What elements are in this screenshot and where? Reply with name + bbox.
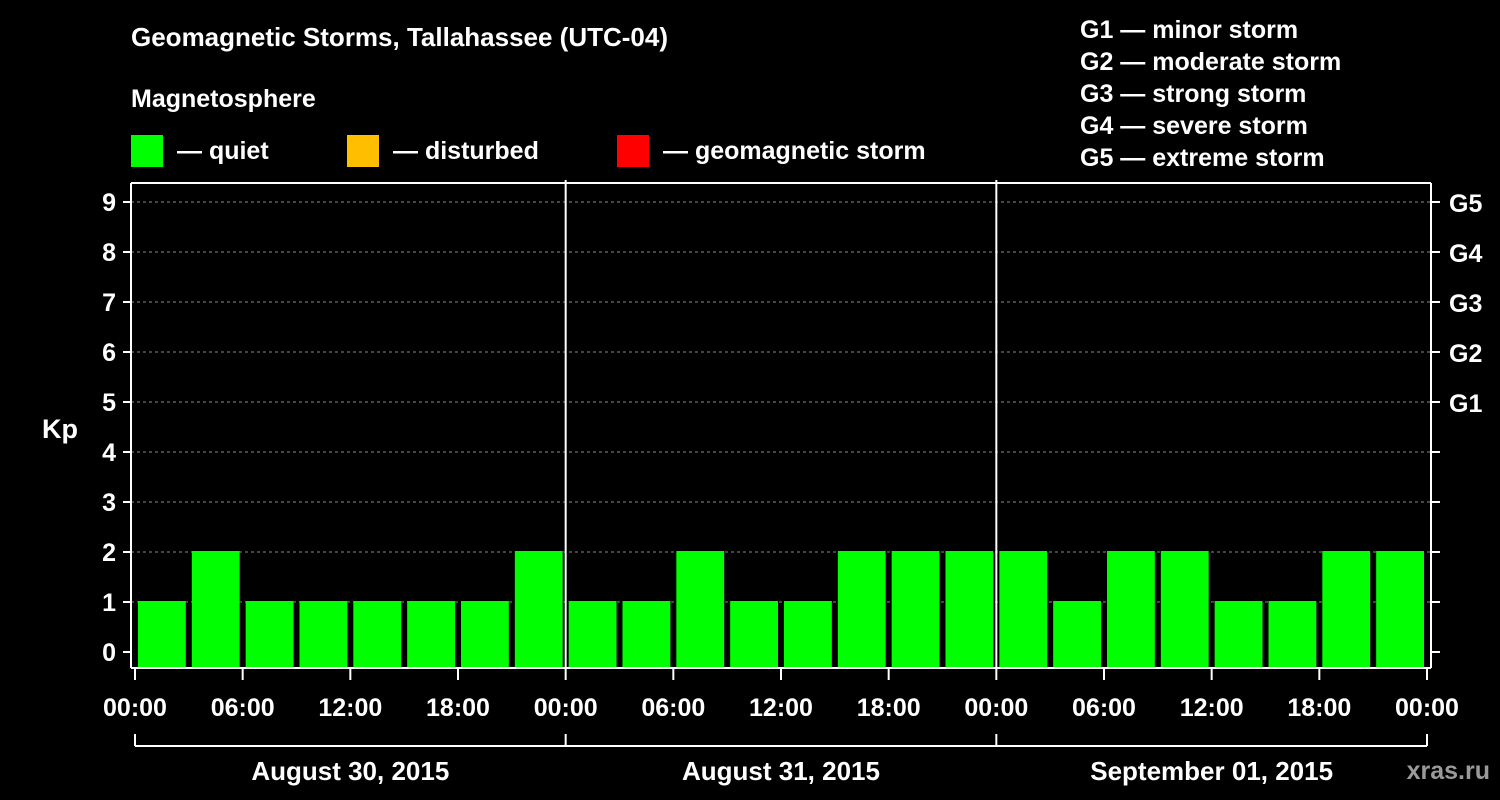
kp-bar bbox=[1053, 601, 1101, 668]
x-tick-label: 00:00 bbox=[103, 694, 167, 722]
x-tick-label: 12:00 bbox=[749, 694, 813, 722]
kp-bar bbox=[191, 551, 240, 668]
kp-bar bbox=[1322, 551, 1371, 668]
kp-bar bbox=[891, 551, 940, 668]
y-tick-label: 6 bbox=[102, 339, 116, 367]
kp-bar bbox=[245, 601, 294, 668]
kp-bar bbox=[407, 601, 455, 668]
legend-item-storm: — geomagnetic storm bbox=[617, 134, 926, 168]
x-tick-label: 06:00 bbox=[641, 694, 705, 722]
legend-item-quiet: — quiet bbox=[131, 134, 269, 168]
kp-bar bbox=[514, 551, 563, 668]
y-tick-label: 9 bbox=[102, 189, 116, 217]
storm-scale-g1: G1 — minor storm bbox=[1080, 16, 1299, 44]
watermark: xras.ru bbox=[1406, 757, 1490, 785]
storm-scale-g4: G4 — severe storm bbox=[1080, 112, 1308, 140]
legend-swatch-disturbed bbox=[347, 135, 379, 167]
y-tick-label: 3 bbox=[102, 489, 116, 517]
y-tick-label: 2 bbox=[102, 539, 116, 567]
y-tick-label: 5 bbox=[102, 389, 116, 417]
x-tick-label: 00:00 bbox=[964, 694, 1028, 722]
right-tick-label: G4 bbox=[1449, 240, 1482, 268]
kp-bar bbox=[784, 601, 832, 668]
x-tick-label: 06:00 bbox=[1072, 694, 1136, 722]
x-tick-label: 12:00 bbox=[318, 694, 382, 722]
x-tick-label: 06:00 bbox=[211, 694, 275, 722]
right-tick-label: G1 bbox=[1449, 390, 1482, 418]
chart-subtitle: Magnetosphere bbox=[131, 85, 316, 113]
kp-bar bbox=[999, 551, 1048, 668]
grid-layer bbox=[131, 201, 1431, 603]
day-label: August 31, 2015 bbox=[682, 756, 880, 786]
kp-bar bbox=[1160, 551, 1209, 668]
kp-bar bbox=[676, 551, 725, 668]
bar-layer bbox=[138, 551, 1424, 668]
y-tick-label: 7 bbox=[102, 289, 116, 317]
kp-bar bbox=[1268, 601, 1317, 668]
right-tick-label: G2 bbox=[1449, 340, 1482, 368]
storm-scale-g5: G5 — extreme storm bbox=[1080, 144, 1325, 172]
x-tick-label: 00:00 bbox=[534, 694, 598, 722]
x-tick-label: 18:00 bbox=[1287, 694, 1351, 722]
y-axis-label: Kp bbox=[42, 414, 78, 444]
x-tick-label: 18:00 bbox=[426, 694, 490, 722]
legend-item-disturbed: — disturbed bbox=[347, 134, 539, 168]
storm-scale-g2: G2 — moderate storm bbox=[1080, 48, 1342, 76]
kp-bar bbox=[138, 601, 186, 668]
kp-bar bbox=[730, 601, 778, 668]
x-tick-label: 12:00 bbox=[1180, 694, 1244, 722]
legend-label-quiet: — quiet bbox=[177, 136, 269, 165]
kp-bar bbox=[837, 551, 886, 668]
kp-bar bbox=[299, 601, 348, 668]
y-tick-label: 1 bbox=[102, 589, 116, 617]
legend-label-storm: — geomagnetic storm bbox=[663, 136, 926, 165]
y-tick-label: 8 bbox=[102, 239, 116, 267]
kp-bar bbox=[461, 601, 509, 668]
x-tick-label: 18:00 bbox=[857, 694, 921, 722]
y-tick-label: 4 bbox=[102, 439, 116, 467]
kp-bar bbox=[1214, 601, 1263, 668]
kp-bar bbox=[945, 551, 994, 668]
kp-bar bbox=[1107, 551, 1155, 668]
day-label: September 01, 2015 bbox=[1090, 756, 1333, 786]
right-tick-label: G3 bbox=[1449, 290, 1482, 318]
kp-bar bbox=[568, 601, 617, 668]
legend-label-disturbed: — disturbed bbox=[393, 136, 539, 165]
day-label: August 30, 2015 bbox=[251, 756, 449, 786]
storm-scale-g3: G3 — strong storm bbox=[1080, 80, 1307, 108]
chart-title: Geomagnetic Storms, Tallahassee (UTC-04) bbox=[131, 22, 669, 52]
legend-swatch-quiet bbox=[131, 135, 163, 167]
kp-bar bbox=[353, 601, 402, 668]
y-tick-label: 0 bbox=[102, 639, 116, 667]
x-tick-label: 00:00 bbox=[1395, 694, 1459, 722]
axis-layer: 0 1 2 3 4 5 6 7 8 9 G1 G2 G3 G4 G5 00:00 06:00 12:00 18:00… bbox=[102, 180, 1482, 786]
kp-bar bbox=[622, 601, 671, 668]
legend-swatch-storm bbox=[617, 135, 649, 167]
kp-bar bbox=[1376, 551, 1424, 668]
storm-scale-legend: G1 — minor storm G2 — moderate storm G3 … bbox=[1080, 14, 1341, 174]
right-tick-label: G5 bbox=[1449, 190, 1482, 218]
